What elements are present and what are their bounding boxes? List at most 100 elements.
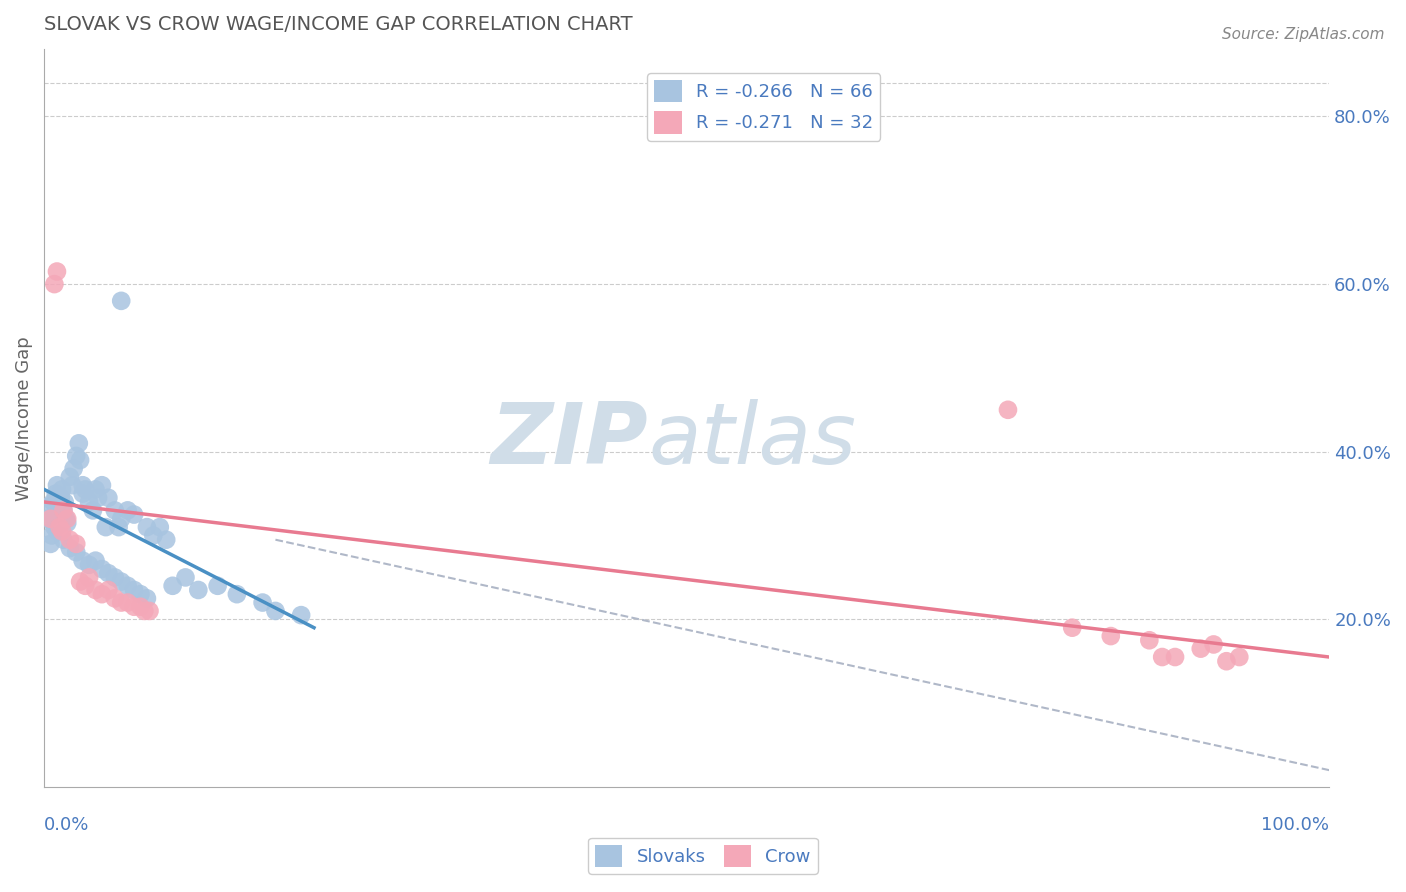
Legend: Slovaks, Crow: Slovaks, Crow (588, 838, 818, 874)
Point (65, 537, 87, 551)
Point (48, 520, 70, 534)
Point (162, 579, 184, 593)
Point (69, 574, 91, 589)
Point (44, 512, 66, 526)
Point (110, 512, 132, 526)
Point (129, 599, 152, 614)
Point (187, 582, 209, 597)
Point (39, 512, 62, 526)
Point (69, 453, 91, 467)
Text: Source: ZipAtlas.com: Source: ZipAtlas.com (1222, 27, 1385, 42)
Point (72, 554, 94, 568)
Point (264, 604, 287, 618)
Point (91, 562, 114, 576)
Point (104, 570, 127, 584)
Point (53, 495, 76, 509)
Point (52, 503, 75, 517)
Point (135, 520, 157, 534)
Point (77, 558, 100, 572)
Point (62, 461, 84, 475)
Point (135, 591, 157, 606)
Point (97, 566, 120, 581)
Point (38, 499, 60, 513)
Text: SLOVAK VS CROW WAGE/INCOME GAP CORRELATION CHART: SLOVAK VS CROW WAGE/INCOME GAP CORRELATI… (44, 15, 633, 34)
Point (225, 587, 247, 601)
Point (1062, 621, 1084, 635)
Point (104, 503, 127, 517)
Point (117, 503, 139, 517)
Point (82, 503, 104, 517)
Point (49, 491, 72, 505)
Point (46, 495, 69, 509)
Point (1137, 633, 1160, 648)
Point (46, 478, 69, 492)
Point (997, 402, 1019, 417)
Point (51, 483, 73, 497)
Point (44, 520, 66, 534)
Point (59, 470, 82, 484)
Point (87, 491, 110, 505)
Point (122, 582, 145, 597)
Point (45, 486, 67, 500)
Point (252, 596, 274, 610)
Point (44, 277, 66, 291)
Point (65, 545, 87, 559)
Point (107, 520, 129, 534)
Point (84, 554, 107, 568)
Point (122, 508, 145, 522)
Point (65, 449, 87, 463)
Point (46, 524, 69, 539)
Point (37, 512, 59, 526)
Point (134, 604, 156, 618)
Point (97, 582, 120, 597)
Point (207, 579, 229, 593)
Point (42, 495, 65, 509)
Point (72, 486, 94, 500)
Text: 100.0%: 100.0% (1261, 816, 1329, 834)
Point (290, 608, 312, 623)
Point (1152, 650, 1174, 665)
Point (67, 436, 90, 450)
Point (97, 491, 120, 505)
Point (46, 264, 69, 278)
Text: atlas: atlas (648, 399, 856, 482)
Point (84, 582, 107, 597)
Point (1164, 650, 1187, 665)
Point (91, 478, 114, 492)
Legend: R = -0.266   N = 66, R = -0.271   N = 32: R = -0.266 N = 66, R = -0.271 N = 32 (647, 73, 880, 141)
Point (39, 537, 62, 551)
Point (1202, 637, 1225, 651)
Y-axis label: Wage/Income Gap: Wage/Income Gap (15, 335, 32, 500)
Point (60, 478, 83, 492)
Point (59, 533, 82, 547)
Point (122, 599, 145, 614)
Point (91, 587, 114, 601)
Point (51, 524, 73, 539)
Point (138, 604, 160, 618)
Point (110, 574, 132, 589)
Point (75, 483, 97, 497)
Point (1189, 641, 1212, 656)
Point (56, 516, 79, 530)
Point (59, 541, 82, 555)
Point (94, 520, 117, 534)
Point (1099, 629, 1122, 643)
Point (77, 570, 100, 584)
Point (48, 503, 70, 517)
Point (56, 512, 79, 526)
Point (1215, 654, 1237, 668)
Point (117, 596, 139, 610)
Point (155, 533, 177, 547)
Point (41, 528, 63, 542)
Point (77, 495, 100, 509)
Point (55, 512, 77, 526)
Point (174, 570, 197, 584)
Point (142, 528, 165, 542)
Point (149, 520, 172, 534)
Point (72, 478, 94, 492)
Point (1227, 650, 1250, 665)
Point (84, 483, 107, 497)
Point (129, 587, 152, 601)
Text: 0.0%: 0.0% (44, 816, 90, 834)
Point (52, 503, 75, 517)
